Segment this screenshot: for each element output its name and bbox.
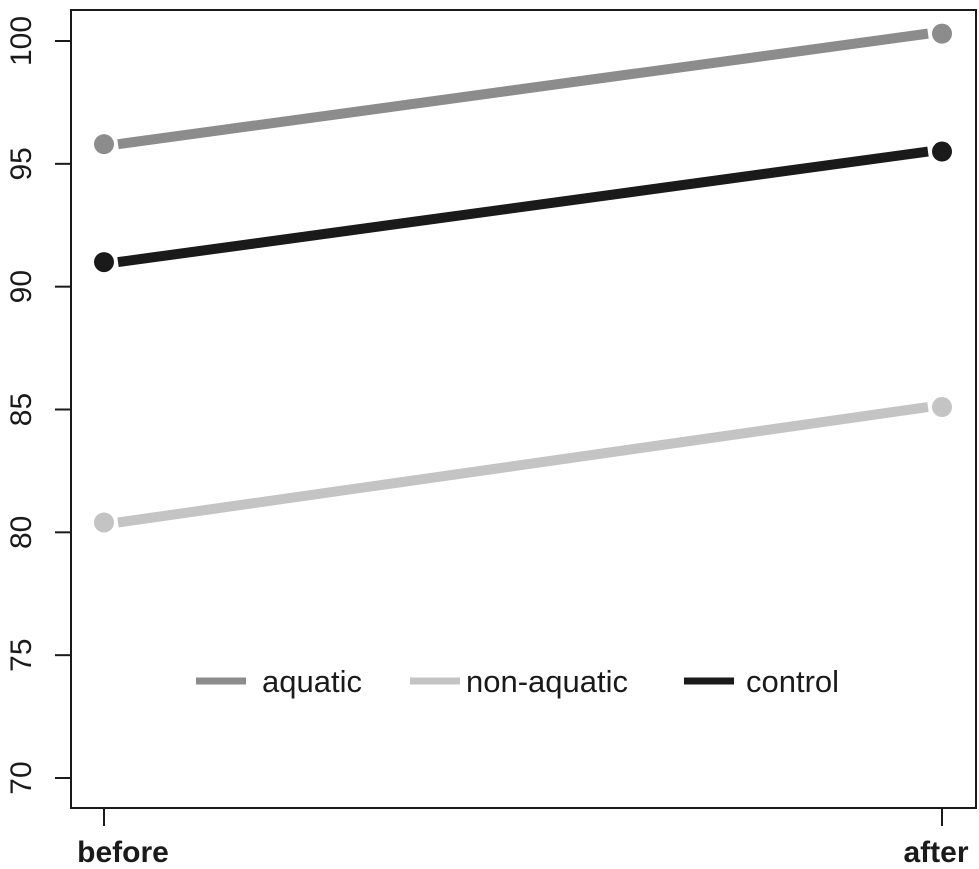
y-axis: 70 75 80 85 90 95 100	[5, 16, 71, 795]
legend: aquatic non-aquatic control	[196, 664, 839, 699]
legend-item-aquatic: aquatic	[196, 664, 362, 699]
y-tick-label: 90	[5, 270, 38, 303]
y-tick-label: 95	[5, 147, 38, 180]
series-non-aquatic	[94, 397, 952, 533]
y-tick-label: 70	[5, 761, 38, 794]
data-point	[932, 23, 952, 44]
series-line	[117, 28, 929, 150]
y-tick-label: 85	[5, 393, 38, 426]
legend-item-non-aquatic: non-aquatic	[410, 664, 628, 699]
series-line	[117, 146, 929, 268]
x-tick-label: before	[77, 836, 169, 869]
series-aquatic	[94, 23, 952, 155]
y-tick-label: 75	[5, 638, 38, 671]
x-axis: before after	[77, 808, 969, 869]
data-point	[932, 141, 952, 162]
series-line	[117, 402, 929, 528]
series-control	[94, 141, 952, 273]
data-point	[94, 134, 114, 155]
y-tick-label: 100	[5, 16, 38, 66]
legend-item-control: control	[684, 664, 839, 699]
y-tick-label: 80	[5, 516, 38, 549]
x-tick-label: after	[903, 836, 968, 869]
legend-label: control	[746, 664, 839, 699]
data-point	[94, 512, 114, 533]
legend-label: aquatic	[262, 664, 362, 699]
data-point	[94, 252, 114, 273]
series-group	[94, 23, 952, 533]
data-point	[932, 397, 952, 418]
legend-label: non-aquatic	[466, 664, 628, 699]
